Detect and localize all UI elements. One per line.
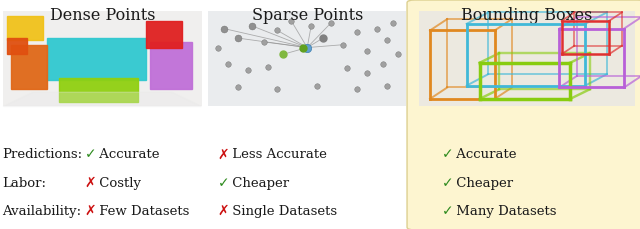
Text: Dense Points: Dense Points — [50, 7, 155, 24]
Text: ✓: ✓ — [442, 204, 453, 218]
Polygon shape — [146, 21, 182, 48]
Polygon shape — [47, 38, 146, 80]
Text: Sparse Points: Sparse Points — [252, 7, 363, 24]
Text: ✓: ✓ — [442, 147, 453, 161]
Polygon shape — [7, 16, 43, 40]
Text: ✗: ✗ — [84, 204, 96, 218]
Text: ✓: ✓ — [84, 147, 96, 161]
Text: ✗: ✗ — [218, 204, 229, 218]
Text: Availability:: Availability: — [3, 205, 82, 218]
Text: ✗: ✗ — [218, 147, 229, 161]
Polygon shape — [11, 45, 47, 89]
Text: ✓: ✓ — [218, 176, 229, 190]
Bar — [3, 11, 202, 106]
Text: Costly: Costly — [95, 177, 141, 190]
Text: Accurate: Accurate — [452, 148, 516, 161]
FancyBboxPatch shape — [407, 0, 640, 229]
Text: Many Datasets: Many Datasets — [452, 205, 556, 218]
Text: Accurate: Accurate — [95, 148, 159, 161]
Text: ✓: ✓ — [442, 176, 453, 190]
Text: Predictions:: Predictions: — [3, 148, 83, 161]
Bar — [419, 11, 635, 106]
Text: Cheaper: Cheaper — [228, 177, 289, 190]
Polygon shape — [3, 92, 202, 106]
Text: Few Datasets: Few Datasets — [95, 205, 189, 218]
Text: Single Datasets: Single Datasets — [228, 205, 337, 218]
Text: Less Accurate: Less Accurate — [228, 148, 326, 161]
Bar — [208, 11, 406, 106]
Text: Cheaper: Cheaper — [452, 177, 513, 190]
Text: ✗: ✗ — [84, 176, 96, 190]
Text: Labor:: Labor: — [3, 177, 47, 190]
Polygon shape — [59, 78, 138, 102]
Text: Bounding Boxes: Bounding Boxes — [461, 7, 593, 24]
Polygon shape — [150, 42, 192, 89]
Polygon shape — [7, 38, 27, 54]
